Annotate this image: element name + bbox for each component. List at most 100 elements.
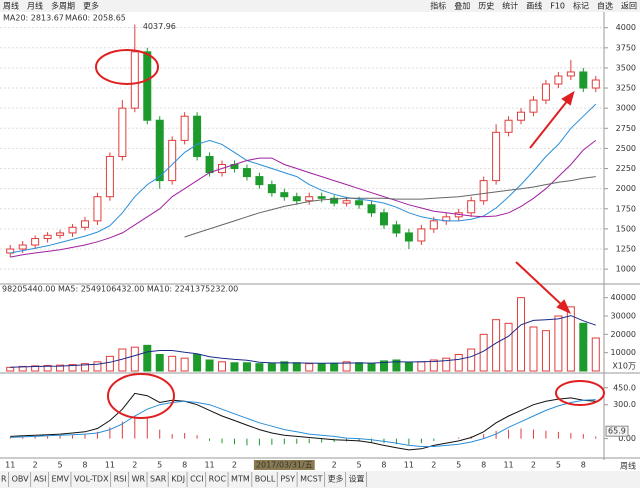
tool-button: 叠加 [454, 1, 470, 11]
indicator-tab: KDJ [171, 475, 185, 484]
x-tick-label: 8 [182, 461, 187, 470]
y-tick-label: 0.00 [618, 434, 636, 443]
x-tick-label: 11 [204, 461, 214, 470]
ma-line [184, 176, 596, 238]
volume-bar [566, 306, 575, 372]
candle-body [68, 226, 77, 234]
indicator-tab: MTM [231, 475, 250, 484]
panel-header: 98205440.00 MA5: 2549106432.00 MA10: 224… [2, 285, 238, 294]
indicator-tab: ASI [34, 475, 47, 484]
indicator-tab: OBV [12, 475, 30, 484]
candle-body [205, 155, 214, 174]
indicator-tab: VOL-TDX [74, 475, 109, 484]
volume-bar [404, 362, 413, 372]
tool-button: 历史 [478, 1, 494, 11]
y-tick-label: 1000 [616, 265, 636, 274]
volume-bar [130, 346, 139, 372]
volume-bar [255, 363, 264, 372]
unit-label: X10万 [612, 362, 636, 371]
cursor-date-bg [253, 460, 315, 470]
indicator-tab: 更多 [328, 474, 344, 484]
period-label: 周线 [620, 461, 636, 471]
candle-body [317, 196, 326, 199]
arrow [529, 99, 569, 149]
x-tick-label: 8 [481, 461, 486, 470]
volume-bar [529, 326, 538, 372]
indicator-tab: MCST [300, 475, 323, 484]
candle-body [429, 220, 438, 230]
volume-bar [168, 355, 177, 372]
arrow [515, 261, 564, 307]
volume-bar [467, 348, 476, 372]
candle-body [168, 139, 177, 182]
x-tick-label: 11 [503, 461, 513, 470]
candle-body [43, 234, 52, 240]
volume-bar [292, 362, 301, 372]
candle-body [267, 184, 276, 194]
y-tick-label: 3250 [616, 84, 636, 93]
indicator-tab: CCI [190, 475, 204, 484]
x-tick-label: 8 [82, 461, 87, 470]
tool-button: F10 [550, 2, 565, 11]
candle-body [591, 79, 600, 89]
candle-body [155, 119, 164, 182]
candle-body [242, 168, 251, 178]
volume-bar [541, 330, 550, 372]
candle-body [292, 196, 301, 202]
ma-line [10, 392, 596, 451]
volume-bar [230, 362, 239, 372]
high-annotation: 4037.96 [143, 22, 176, 31]
candle-body [504, 119, 513, 133]
candle-body [31, 238, 40, 246]
legend-text: MA60: 2058.65 [65, 14, 126, 23]
volume-bar [591, 337, 600, 372]
y-tick-label: 1750 [616, 204, 636, 213]
x-tick-label: 8 [581, 461, 586, 470]
highlight-circle [555, 380, 605, 406]
highlight-circle [107, 373, 175, 419]
candle-body [579, 71, 588, 89]
indicator-tab: R [1, 475, 7, 484]
volume-bar [355, 362, 364, 372]
y-tick-label: 2250 [616, 164, 636, 173]
ma-line [10, 315, 596, 368]
volume-bar [56, 364, 65, 372]
toolbar-bg [0, 0, 640, 12]
volume-bar [342, 361, 351, 372]
candle-body [342, 200, 351, 204]
candle-body [467, 200, 476, 214]
tool-button: 标记 [573, 1, 589, 11]
indicator-tab: ROC [209, 475, 227, 484]
tool-button: 自选 [597, 1, 613, 11]
volume-bar [429, 359, 438, 372]
volume-bar [80, 363, 89, 372]
y-tick-label: 40000 [611, 293, 636, 302]
indicator-tab: BOLL [255, 475, 276, 484]
candle-body [255, 176, 264, 186]
y-tick-label: 2750 [616, 124, 636, 133]
candle-body [180, 115, 189, 141]
indicator-tab: PSY [280, 475, 295, 484]
volume-bar [305, 363, 314, 372]
candle-body [404, 232, 413, 242]
candle-body [18, 244, 27, 250]
highlight-circle [95, 49, 159, 85]
x-tick-label: 2 [33, 461, 38, 470]
candle-body [355, 200, 364, 206]
volume-bar [155, 354, 164, 372]
volume-bar [392, 359, 401, 372]
ma-line [10, 399, 596, 447]
candle-body [566, 71, 575, 77]
candle-body [529, 99, 538, 113]
y-tick-label: 30000 [611, 312, 636, 321]
marker-box [605, 425, 629, 437]
indicator-tab: 设置 [349, 474, 365, 484]
candle-body [305, 196, 314, 202]
x-tick-label: 11 [5, 461, 15, 470]
y-tick-label: 2000 [616, 184, 636, 193]
bottom-bar [0, 471, 640, 488]
tool-button: 返回 [621, 2, 637, 11]
y-tick-label: 10000 [611, 348, 636, 357]
x-tick-label: 5 [157, 461, 162, 470]
